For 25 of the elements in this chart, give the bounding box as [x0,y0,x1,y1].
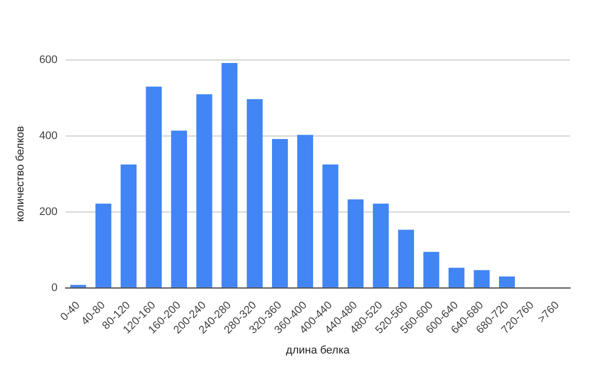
x-axis-title: длина белка [286,344,351,356]
bar [171,130,187,288]
bar [423,252,440,288]
bar [499,276,515,288]
bar [348,199,364,288]
y-tick-label: 0 [51,282,58,294]
bar [70,284,86,288]
bar [196,94,212,288]
bar [474,270,490,288]
bar [222,63,238,288]
bar [372,204,389,288]
y-tick-label: 400 [39,130,58,142]
bar [398,230,414,288]
bar [95,204,112,288]
bar [272,139,288,288]
bar [120,164,137,288]
bar [246,99,263,288]
y-axis-title: количество белков [14,126,27,222]
y-tick-label: 200 [39,206,58,218]
bar [448,268,464,288]
bar [297,134,314,288]
x-tick-label: 0-40 [58,299,82,324]
bar [322,164,338,288]
bar [146,86,162,288]
y-tick-label: 600 [39,54,58,66]
